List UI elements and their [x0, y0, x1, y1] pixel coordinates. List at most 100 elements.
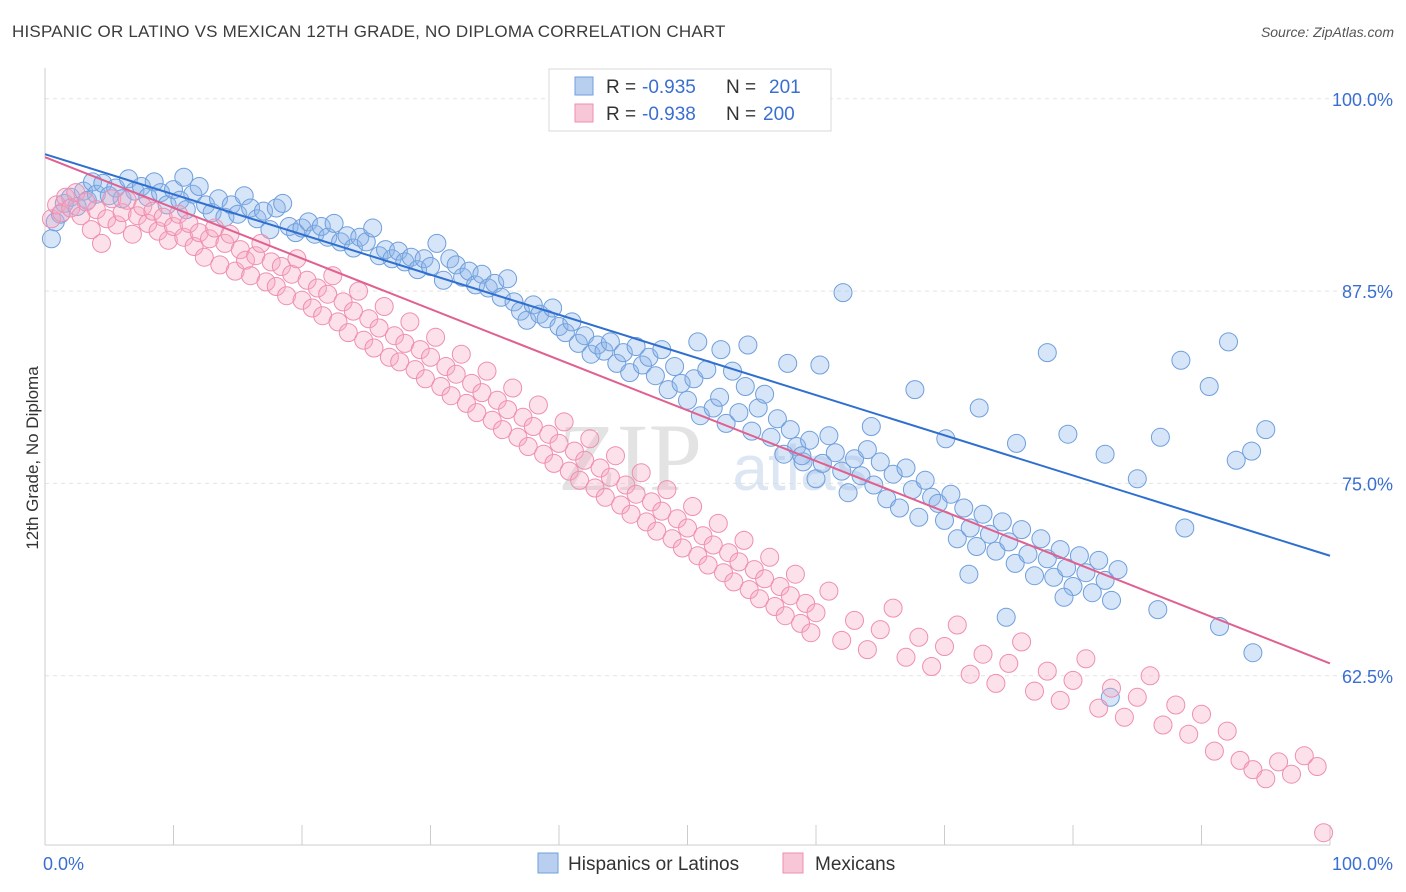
point-hispanic	[996, 607, 1016, 627]
point-mexican	[708, 513, 728, 533]
point-mexican	[390, 352, 410, 372]
point-hispanic	[50, 204, 70, 224]
point-mexican	[734, 530, 754, 550]
point-hispanic	[164, 180, 183, 200]
point-mexican	[256, 272, 276, 292]
point-mexican	[271, 257, 291, 276]
point-hispanic	[1199, 377, 1219, 396]
point-mexican	[1192, 704, 1211, 724]
point-mexican	[1217, 721, 1237, 741]
point-mexican	[1153, 715, 1173, 735]
point-mexican	[498, 400, 518, 420]
point-hispanic	[427, 233, 447, 253]
point-mexican	[683, 497, 703, 516]
legend-top-r-label-2: R =	[606, 104, 636, 125]
point-mexican	[1166, 695, 1186, 715]
point-mexican	[400, 312, 420, 332]
point-hispanic	[498, 269, 518, 289]
y-tick-label: 62.5%	[1342, 667, 1393, 687]
point-mexican	[1050, 690, 1070, 710]
point-mexican	[986, 673, 1006, 693]
point-mexican	[631, 463, 651, 483]
point-hispanic	[861, 417, 881, 436]
point-mexican	[385, 326, 404, 346]
point-hispanic	[1226, 450, 1246, 470]
point-hispanic	[485, 273, 505, 293]
point-hispanic	[1054, 587, 1074, 607]
point-mexican	[1114, 707, 1134, 727]
point-mexican	[657, 480, 677, 500]
point-mexican	[647, 521, 667, 541]
point-mexican	[575, 450, 595, 470]
chart-title: HISPANIC OR LATINO VS MEXICAN 12TH GRADE…	[12, 22, 726, 41]
point-hispanic	[800, 430, 820, 450]
point-hispanic	[896, 458, 916, 478]
legend-bottom: Hispanics or Latinos Mexicans	[537, 852, 895, 875]
point-mexican	[672, 538, 692, 558]
point-hispanic	[562, 312, 582, 332]
point-hispanic	[298, 212, 318, 232]
point-mexican	[570, 470, 590, 490]
point-mexican	[922, 657, 942, 676]
point-mexican	[1314, 823, 1334, 843]
point-hispanic	[738, 335, 758, 355]
point-hispanic	[780, 420, 800, 440]
point-mexican	[1140, 666, 1160, 686]
trend-line-hispanic	[44, 153, 1331, 557]
point-hispanic	[1150, 427, 1170, 447]
point-mexican	[343, 301, 363, 321]
point-hispanic	[959, 564, 979, 584]
y-tick-label: 100.0%	[1332, 90, 1393, 110]
point-mexican	[806, 603, 826, 623]
point-mexican	[870, 620, 890, 640]
point-mexican	[1230, 750, 1250, 770]
point-mexican	[523, 417, 543, 436]
point-mexican	[374, 297, 394, 316]
point-mexican	[472, 383, 492, 403]
point-hispanic	[1050, 540, 1070, 560]
point-hispanic	[810, 355, 830, 375]
point-hispanic	[729, 403, 749, 423]
point-hispanic	[568, 333, 588, 353]
point-hispanic	[1025, 566, 1044, 586]
point-mexican	[621, 504, 641, 524]
point-mexican	[102, 189, 122, 209]
point-hispanic	[626, 337, 646, 356]
point-hispanic	[905, 380, 925, 400]
point-mexican	[421, 347, 440, 367]
legend-top-n-label-2: N =	[726, 104, 756, 125]
y-tick-label: 75.0%	[1342, 474, 1393, 494]
point-hispanic	[600, 332, 620, 352]
point-mexican	[261, 252, 281, 272]
point-hispanic	[678, 390, 697, 410]
point-hispanic	[992, 512, 1012, 532]
point-hispanic	[845, 449, 864, 469]
point-mexican	[503, 378, 523, 398]
point-hispanic	[1031, 529, 1051, 549]
point-hispanic	[1082, 583, 1102, 603]
point-mexican	[467, 403, 487, 423]
point-hispanic	[363, 218, 383, 238]
point-mexican	[410, 340, 430, 360]
point-mexican	[307, 278, 327, 298]
point-mexican	[755, 569, 775, 589]
point-hispanic	[247, 209, 267, 229]
point-mexican	[999, 653, 1019, 673]
point-mexican	[1076, 649, 1096, 669]
point-mexican	[760, 547, 780, 567]
point-hispanic	[767, 409, 787, 429]
point-mexican	[477, 361, 497, 381]
point-mexican	[1037, 661, 1057, 681]
point-mexican	[896, 647, 916, 667]
point-hispanic	[174, 167, 194, 187]
point-mexican	[595, 487, 615, 507]
point-hispanic	[969, 398, 989, 418]
legend-top-n-label-1: N =	[726, 77, 756, 98]
source-label: Source: ZipAtlas.com	[1260, 24, 1394, 40]
point-mexican	[909, 627, 929, 647]
point-hispanic	[778, 353, 798, 373]
point-mexican	[194, 247, 214, 267]
point-mexican	[935, 637, 954, 656]
point-hispanic	[1095, 444, 1115, 464]
